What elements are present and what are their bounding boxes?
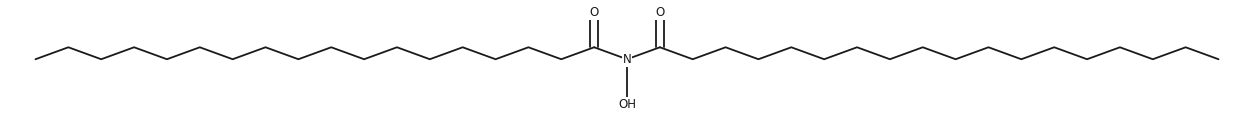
Text: OH: OH — [618, 98, 636, 111]
Text: O: O — [656, 6, 665, 19]
Text: N: N — [623, 53, 631, 66]
Text: O: O — [589, 6, 598, 19]
